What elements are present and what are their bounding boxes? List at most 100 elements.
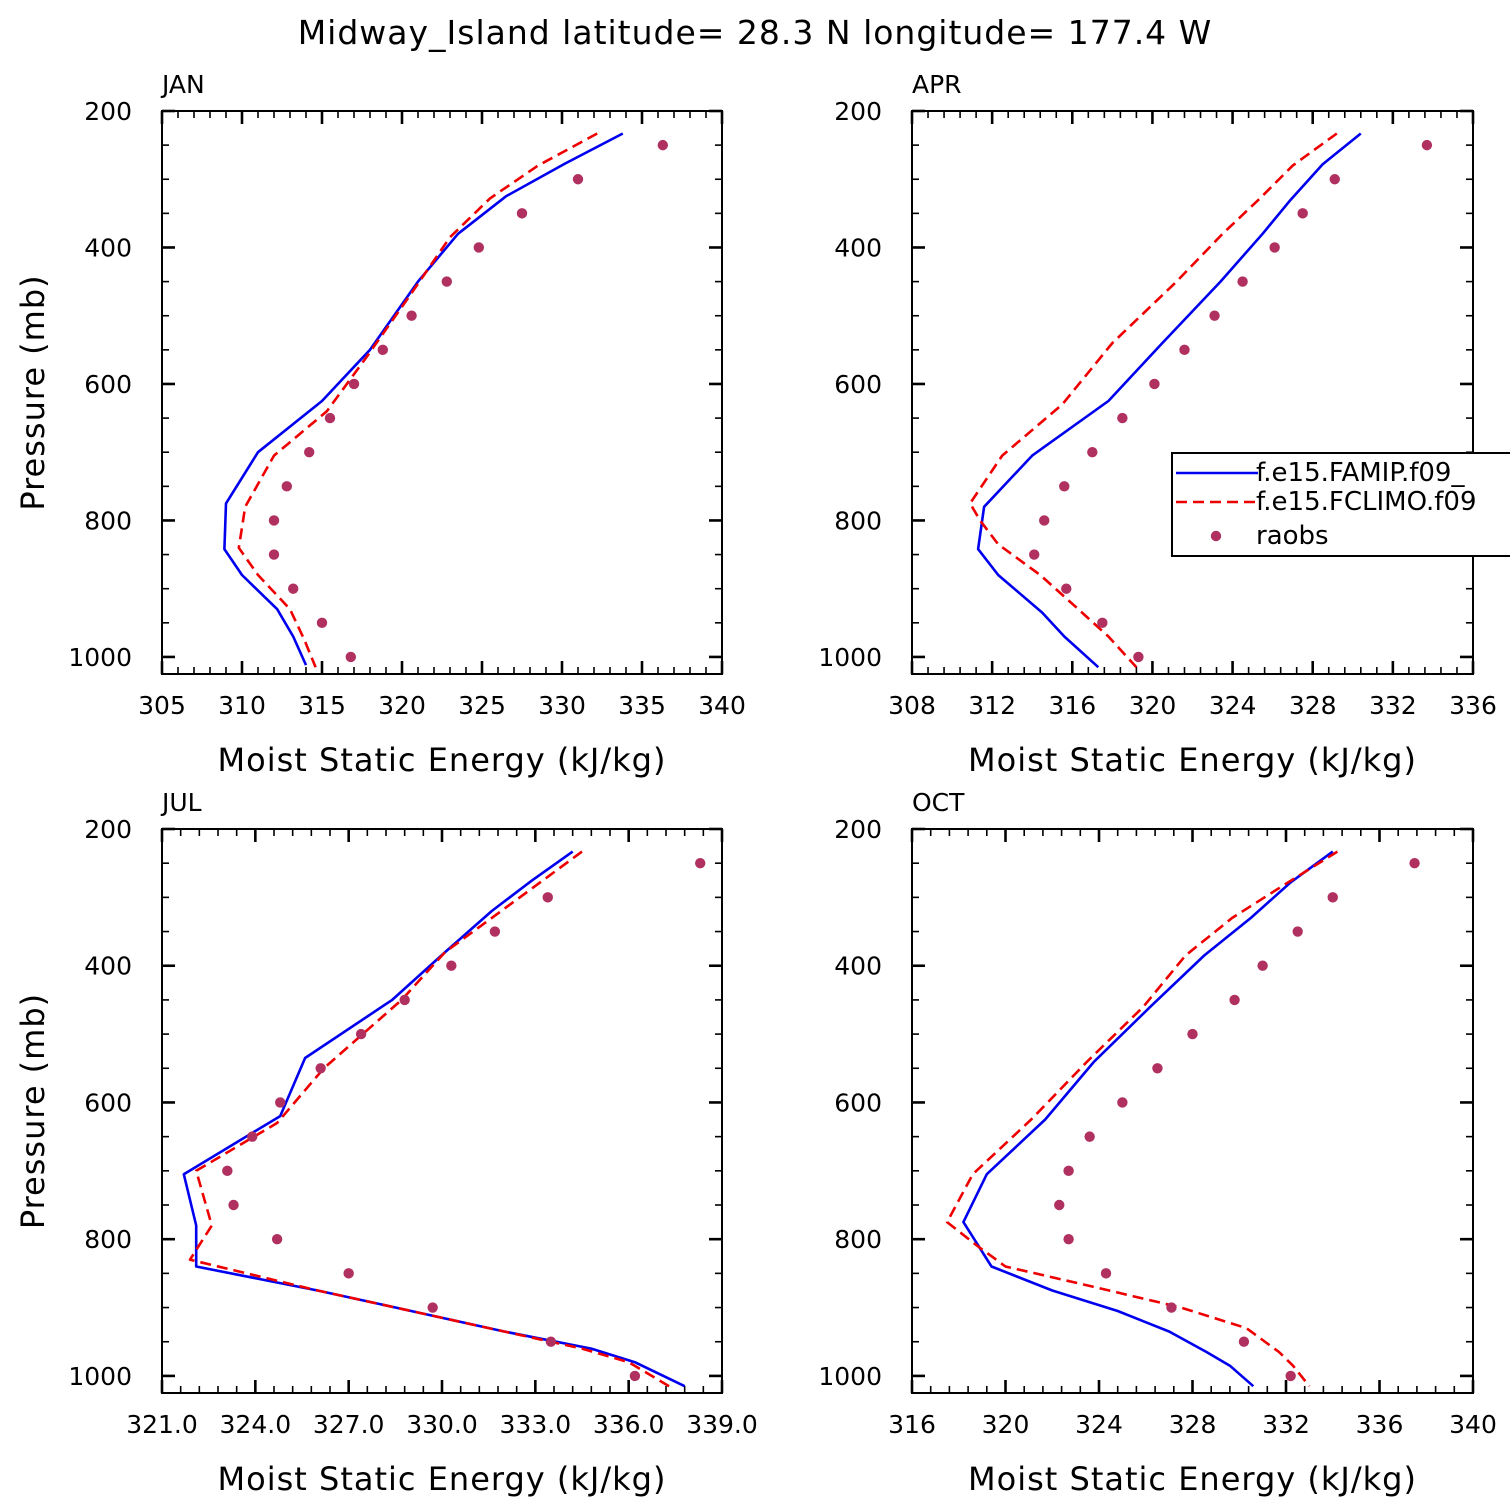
fclimo-line <box>188 850 670 1388</box>
legend-dot-raobs <box>1210 530 1222 542</box>
raobs-point <box>441 276 452 287</box>
x-tick-label: 330.0 <box>406 1410 478 1439</box>
raobs-point <box>247 1131 258 1142</box>
raobs-point <box>1061 583 1072 594</box>
raobs-point <box>1238 1336 1250 1347</box>
x-tick-label: 332 <box>1369 691 1417 720</box>
raobs-point <box>1409 857 1420 869</box>
raobs-point <box>1209 310 1220 321</box>
raobs-point <box>1166 1302 1177 1313</box>
raobs-point <box>473 242 484 253</box>
x-tick-label: 316 <box>1048 691 1096 720</box>
raobs-point <box>1229 994 1240 1006</box>
raobs-point <box>1269 242 1280 253</box>
x-tick-label: 308 <box>888 691 936 720</box>
raobs-point <box>271 1233 283 1245</box>
raobs-point <box>572 174 584 185</box>
raobs-point <box>629 1370 641 1382</box>
raobs-point <box>222 1165 233 1177</box>
chart-panel-oct: OCT 316 320 324 328 332 336 340 200 400 600 800 1000… <box>818 788 1496 1498</box>
raobs-point <box>1117 412 1128 424</box>
raobs-point <box>304 447 315 458</box>
famip-line <box>976 132 1362 669</box>
raobs-point <box>1039 515 1050 526</box>
x-tick-label: 310 <box>218 691 266 720</box>
x-axis-label: Moist Static Energy (kJ/kg) <box>968 741 1417 779</box>
x-tick-label: 324 <box>1075 1410 1123 1439</box>
y-tick-label: 800 <box>84 506 132 535</box>
legend-label: f.e15.FAMIP.f09_ <box>1256 458 1465 488</box>
y-tick-label: 1000 <box>818 1362 882 1391</box>
raobs-point <box>1084 1131 1095 1142</box>
x-tick-label: 339.0 <box>686 1410 758 1439</box>
y-tick-label: 600 <box>84 370 132 399</box>
fclimo-line <box>968 132 1338 669</box>
x-tick-label: 336.0 <box>593 1410 665 1439</box>
panels-group: JAN 305 310 315 320 325 330 335 340 200 400 600 800 1… <box>14 70 1510 1498</box>
y-tick-label: 200 <box>834 97 882 126</box>
panel-title: APR <box>912 70 962 99</box>
x-tick-label: 335 <box>618 691 666 720</box>
y-axis-label: Pressure (mb) <box>14 993 52 1229</box>
x-tick-label: 328 <box>1289 691 1337 720</box>
raobs-point <box>1133 651 1144 663</box>
x-tick-label: 336 <box>1356 1410 1404 1439</box>
raobs-point <box>268 515 280 526</box>
figure-title: Midway_Island latitude= 28.3 N longitude… <box>298 13 1213 52</box>
x-tick-label: 312 <box>968 691 1016 720</box>
raobs-point <box>1117 1097 1128 1108</box>
raobs-point <box>343 1268 354 1279</box>
raobs-point <box>1087 447 1098 458</box>
x-tick-label: 324 <box>1209 691 1257 720</box>
y-axis-label: Pressure (mb) <box>14 274 52 510</box>
raobs-point <box>657 139 668 151</box>
series-group <box>945 850 1420 1388</box>
raobs-point <box>399 994 410 1006</box>
x-tick-label: 324.0 <box>220 1410 292 1439</box>
x-tick-label: 340 <box>698 691 746 720</box>
raobs-point <box>1237 276 1248 287</box>
plot-frame <box>911 828 1474 1394</box>
raobs-point <box>1029 549 1040 560</box>
raobs-point <box>1285 1370 1296 1382</box>
raobs-point <box>1097 617 1108 629</box>
y-tick-label: 800 <box>834 1225 882 1254</box>
raobs-point <box>1187 1028 1198 1040</box>
raobs-point <box>516 208 528 219</box>
fclimo-line <box>237 132 598 668</box>
legend-label: f.e15.FCLIMO.f09 <box>1256 487 1476 517</box>
raobs-point <box>1327 892 1338 903</box>
x-tick-label: 332 <box>1262 1410 1310 1439</box>
raobs-point <box>268 549 280 560</box>
chart-panel-apr: APR 308 312 316 320 324 328 332 336 200 400 600 800 1… <box>818 70 1496 779</box>
raobs-point <box>1100 1268 1112 1279</box>
y-tick-label: 400 <box>834 952 882 981</box>
fclimo-line <box>945 850 1339 1388</box>
raobs-point <box>355 1028 367 1040</box>
x-tick-label: 315 <box>298 691 346 720</box>
raobs-point <box>1257 960 1268 971</box>
x-tick-label: 336 <box>1449 691 1497 720</box>
raobs-point <box>1152 1063 1163 1074</box>
raobs-point <box>1421 139 1433 151</box>
x-tick-label: 333.0 <box>500 1410 572 1439</box>
raobs-point <box>288 583 299 594</box>
y-tick-label: 400 <box>834 233 882 262</box>
raobs-point <box>1054 1199 1065 1211</box>
y-tick-label: 200 <box>84 97 132 126</box>
x-tick-label: 305 <box>138 691 186 720</box>
raobs-point <box>1059 481 1070 492</box>
legend-label: raobs <box>1256 521 1329 551</box>
raobs-point <box>1063 1165 1074 1177</box>
raobs-point <box>1179 344 1190 356</box>
x-tick-label: 325 <box>458 691 506 720</box>
y-tick-label: 400 <box>84 952 132 981</box>
raobs-point <box>545 1336 557 1347</box>
raobs-point <box>489 926 501 937</box>
y-tick-label: 800 <box>834 506 882 535</box>
raobs-point <box>1292 926 1303 937</box>
plot-frame <box>161 828 723 1394</box>
x-axis-label: Moist Static Energy (kJ/kg) <box>968 1460 1417 1498</box>
chart-panel-jul: JUL 321.0 324.0 327.0 330.0 333.0 336.0 339.0 20… <box>14 788 758 1498</box>
